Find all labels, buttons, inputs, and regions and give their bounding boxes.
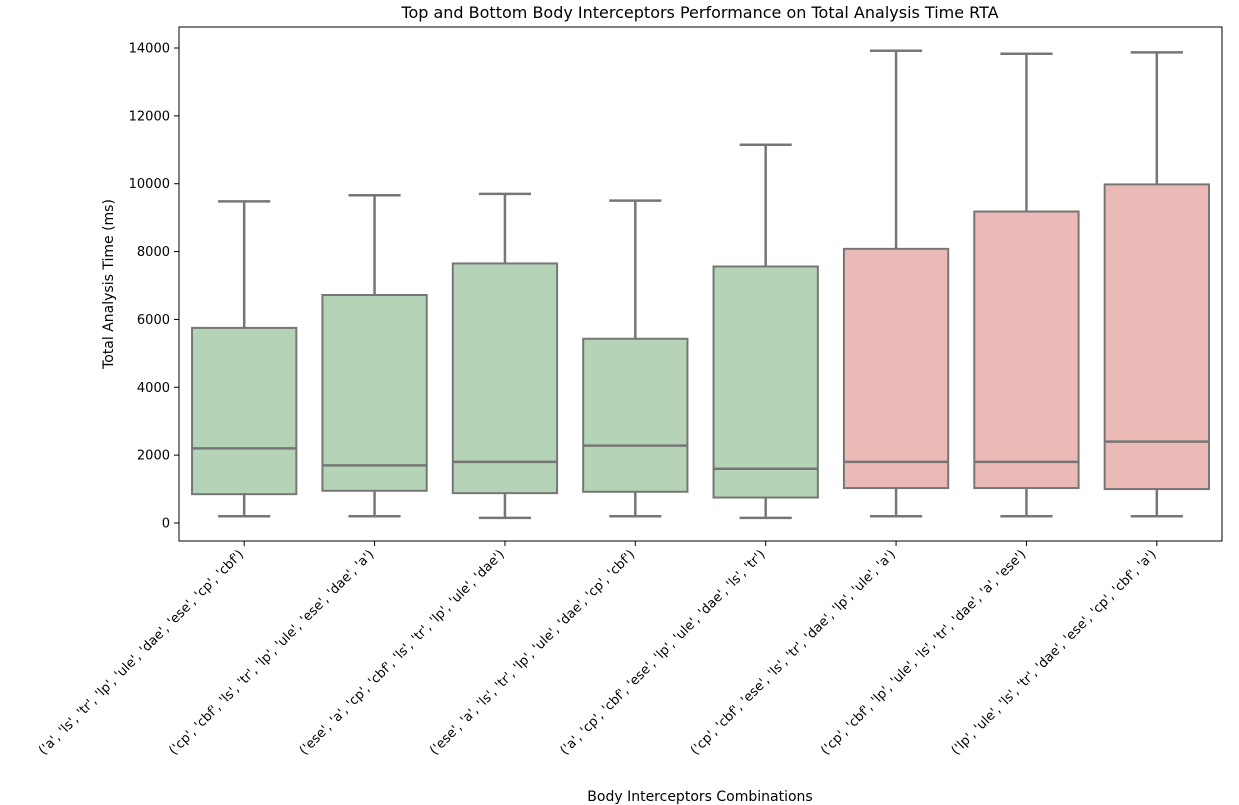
x-tick-label: ('a', 'ls', 'tr', 'lp', 'ule', 'dae', 'e… xyxy=(36,547,247,758)
y-tick-label: 8000 xyxy=(137,245,170,260)
plot-area-frame xyxy=(178,26,1223,542)
iqr-box xyxy=(451,262,559,495)
boxes-layer xyxy=(191,49,1210,520)
iqr-box xyxy=(1103,183,1210,491)
x-tick-label: ('cp', 'cbf', 'ls', 'tr', 'lp', 'ule', '… xyxy=(166,547,377,758)
y-axis-label: Total Analysis Time (ms) xyxy=(101,199,117,370)
box-group xyxy=(582,199,689,518)
iqr-box xyxy=(842,247,950,490)
box-group xyxy=(1103,51,1210,518)
iqr-box xyxy=(321,294,428,492)
x-tick-label: ('a', 'cp', 'cbf', 'ese', 'lp', 'ule', '… xyxy=(557,547,768,758)
y-tick-label: 12000 xyxy=(129,109,170,124)
box-group xyxy=(191,200,298,518)
y-tick-label: 14000 xyxy=(129,42,170,57)
y-tick-label: 10000 xyxy=(129,177,170,192)
x-axis-label: Body Interceptors Combinations xyxy=(587,789,812,805)
x-tick-label: ('cp', 'cbf', 'lp', 'ule', 'ls', 'tr', '… xyxy=(818,547,1029,758)
x-tick-label: ('ese', 'a', 'ls', 'tr', 'lp', 'ule', 'd… xyxy=(427,547,638,758)
y-tick-label: 2000 xyxy=(137,449,170,464)
box-group xyxy=(842,49,950,518)
y-tick-label: 0 xyxy=(162,517,170,532)
y-tick-label: 6000 xyxy=(137,313,170,328)
chart-title: Top and Bottom Body Interceptors Perform… xyxy=(400,3,998,22)
iqr-box xyxy=(191,326,298,496)
box-group xyxy=(321,194,428,518)
box-group xyxy=(451,192,559,520)
iqr-box xyxy=(712,265,819,499)
y-axis: 0 2000 4000 6000 8000 10000 12000 14000 xyxy=(129,42,179,532)
y-tick-label: 4000 xyxy=(137,381,170,396)
iqr-box xyxy=(582,337,689,493)
x-tick-label: ('ese', 'a', 'cp', 'cbf', 'ls', 'tr', 'l… xyxy=(297,547,508,758)
box-group xyxy=(973,52,1080,518)
box-group xyxy=(712,143,819,520)
iqr-box xyxy=(973,210,1080,490)
x-tick-label: ('lp', 'ule', 'ls', 'tr', 'dae', 'ese', … xyxy=(949,547,1160,758)
x-tick-label: ('cp', 'cbf', 'ese', 'ls', 'tr', 'dae', … xyxy=(688,547,899,758)
x-axis: ('a', 'ls', 'tr', 'lp', 'ule', 'dae', 'e… xyxy=(36,541,1160,758)
